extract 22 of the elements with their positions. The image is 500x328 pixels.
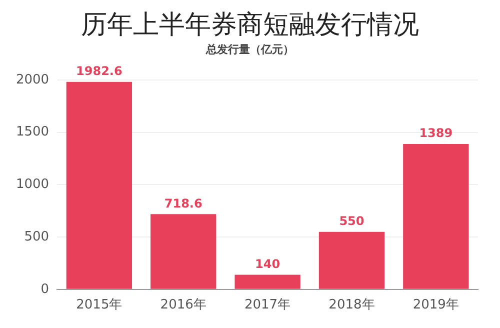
data-label: 550 xyxy=(339,214,364,228)
bar xyxy=(318,232,385,289)
y-tick-label: 500 xyxy=(24,229,50,244)
data-label: 1389 xyxy=(419,126,453,140)
bar xyxy=(403,144,469,289)
data-label: 140 xyxy=(255,256,280,271)
bar xyxy=(66,82,132,289)
chart-title: 历年上半年券商短融发行情况 xyxy=(80,9,420,42)
data-label: 1982.6 xyxy=(76,64,122,78)
y-tick-label: 2000 xyxy=(16,72,50,88)
bar xyxy=(150,214,216,289)
y-tick-label: 0 xyxy=(40,282,50,297)
x-tick-label: 2016年 xyxy=(160,298,206,313)
x-tick-label: 2017年 xyxy=(244,298,291,313)
y-tick-label: 1000 xyxy=(16,177,50,192)
y-tick-label: 1500 xyxy=(16,124,50,140)
bar xyxy=(234,274,300,289)
x-tick-label: 2018年 xyxy=(328,298,375,313)
data-label: 718.6 xyxy=(164,196,202,210)
chart-subtitle: 总发行量（亿元） xyxy=(204,42,295,58)
x-tick-label: 2019年 xyxy=(412,298,459,313)
x-tick-label: 2015年 xyxy=(76,298,122,313)
